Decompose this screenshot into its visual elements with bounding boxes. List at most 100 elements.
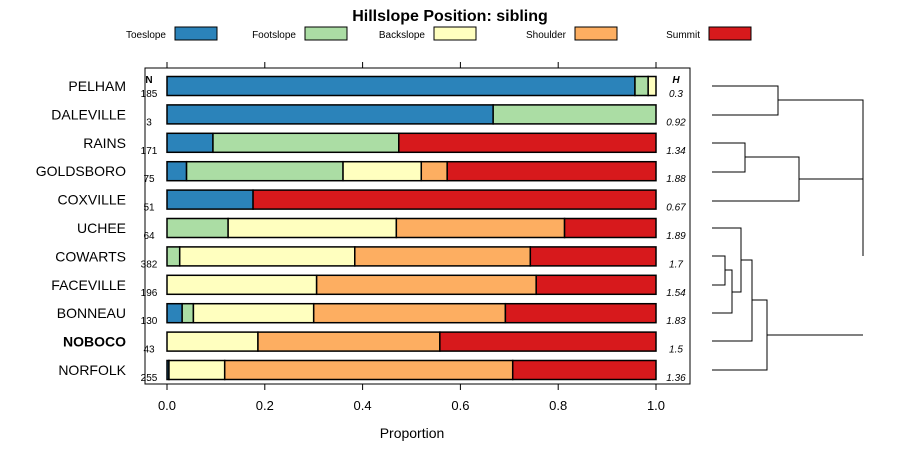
x-tick-label: 0.2 [256,398,274,413]
category-label: FACEVILLE [51,277,126,293]
bar-segment [398,132,657,154]
n-value: 171 [141,146,158,157]
n-value: 196 [141,288,158,299]
bar-segment [192,302,315,324]
chart-title: Hillslope Position: sibling [352,8,548,25]
plot-panel [144,67,691,385]
x-axis-label: Proportion [380,425,445,441]
category-label: NOBOCO [63,334,126,350]
n-value: 255 [141,373,158,384]
bar-segment [529,246,657,267]
h-value: 0.92 [666,117,686,128]
dendrogram-link [778,99,864,256]
n-value: 130 [141,316,158,327]
h-value: 1.88 [666,174,686,185]
x-axis: 0.0 0.2 0.4 0.6 0.8 1.0 [158,62,665,413]
category-label: PELHAM [68,78,126,94]
bar-segment [185,160,344,182]
x-tick-label: 1.0 [647,398,665,413]
n-value: 382 [141,259,158,270]
bar-segment [166,75,636,97]
bar-segment [511,359,657,381]
category-label: DALEVILLE [51,106,126,122]
h-value: 1.34 [666,146,686,157]
category-label: UCHEE [77,220,126,236]
bar-segment [166,217,229,239]
dendrogram-link [712,156,800,202]
legend: Toeslope Footslope Backslope Shoulder Summit [126,26,752,41]
h-value: 1.36 [666,373,686,384]
bar-segment [252,189,657,210]
legend-label: Summit [666,30,700,41]
dendrogram-link [712,299,768,371]
n-value: 43 [143,345,155,356]
bar-segment [535,274,657,296]
bar-segment [420,160,448,182]
h-value: 1.7 [669,259,683,270]
x-tick-label: 0.6 [451,398,469,413]
category-label: COXVILLE [58,192,126,208]
dendrogram-link [712,85,779,116]
bar-segment [312,302,507,324]
bar-segment [439,331,657,352]
bar-segment [223,359,514,381]
dendrogram-link [712,269,733,314]
n-value: 185 [141,89,158,100]
category-label: COWARTS [55,248,126,264]
bar-segment [166,246,181,267]
bar-segment [166,160,188,182]
dendrogram-link [712,255,726,286]
legend-label: Footslope [252,30,296,41]
category-labels: PELHAM 185 0.3 DALEVILLE 3 0.92 RAINS 171 1.34 GO… [36,78,686,384]
legend-label: Backslope [379,30,426,41]
category-label: NORFOLK [58,362,126,378]
dendrogram-link [712,142,746,173]
x-tick-label: 0.8 [549,398,567,413]
legend-swatch [174,26,218,41]
dendrogram [712,85,864,371]
bar-segment [634,75,649,97]
bar-segment [395,217,566,239]
legend-swatch [708,26,752,41]
bar-segment [315,274,537,296]
bar-segment [166,104,494,125]
category-label: BONNEAU [57,305,126,321]
bar-segment [178,246,356,267]
bar-segment [227,217,398,239]
h-value: 0.67 [666,203,686,214]
bar-segment [166,331,259,352]
category-label: RAINS [83,135,126,151]
bar-segment [647,75,657,97]
bar-segment [166,302,183,324]
bar-segment [181,302,195,324]
n-value: 75 [143,174,155,185]
h-value: 0.3 [669,89,683,100]
category-label: GOLDSBORO [36,163,126,179]
bar-segment [354,246,532,267]
h-header: H [672,75,680,86]
bar-segment [212,132,400,154]
bar-segment [257,331,441,352]
bar-segment [166,274,318,296]
bar-segment [563,217,657,239]
legend-swatch [574,26,618,41]
bar-segment [168,359,226,381]
bar-segment [342,160,423,182]
x-tick-label: 0.0 [158,398,176,413]
bar-segment [166,132,214,154]
legend-label: Toeslope [126,30,166,41]
n-value: 64 [143,231,155,242]
n-value: 51 [143,203,155,214]
h-value: 1.83 [666,316,686,327]
bar-segment [492,104,657,125]
bar-segment [446,160,657,182]
bar-segment [504,302,657,324]
h-value: 1.54 [666,288,686,299]
bar-segment [166,189,254,210]
bars [166,75,657,381]
legend-swatch [304,26,348,41]
x-tick-label: 0.4 [354,398,372,413]
h-value: 1.5 [669,345,683,356]
dendrogram-link [712,227,742,293]
